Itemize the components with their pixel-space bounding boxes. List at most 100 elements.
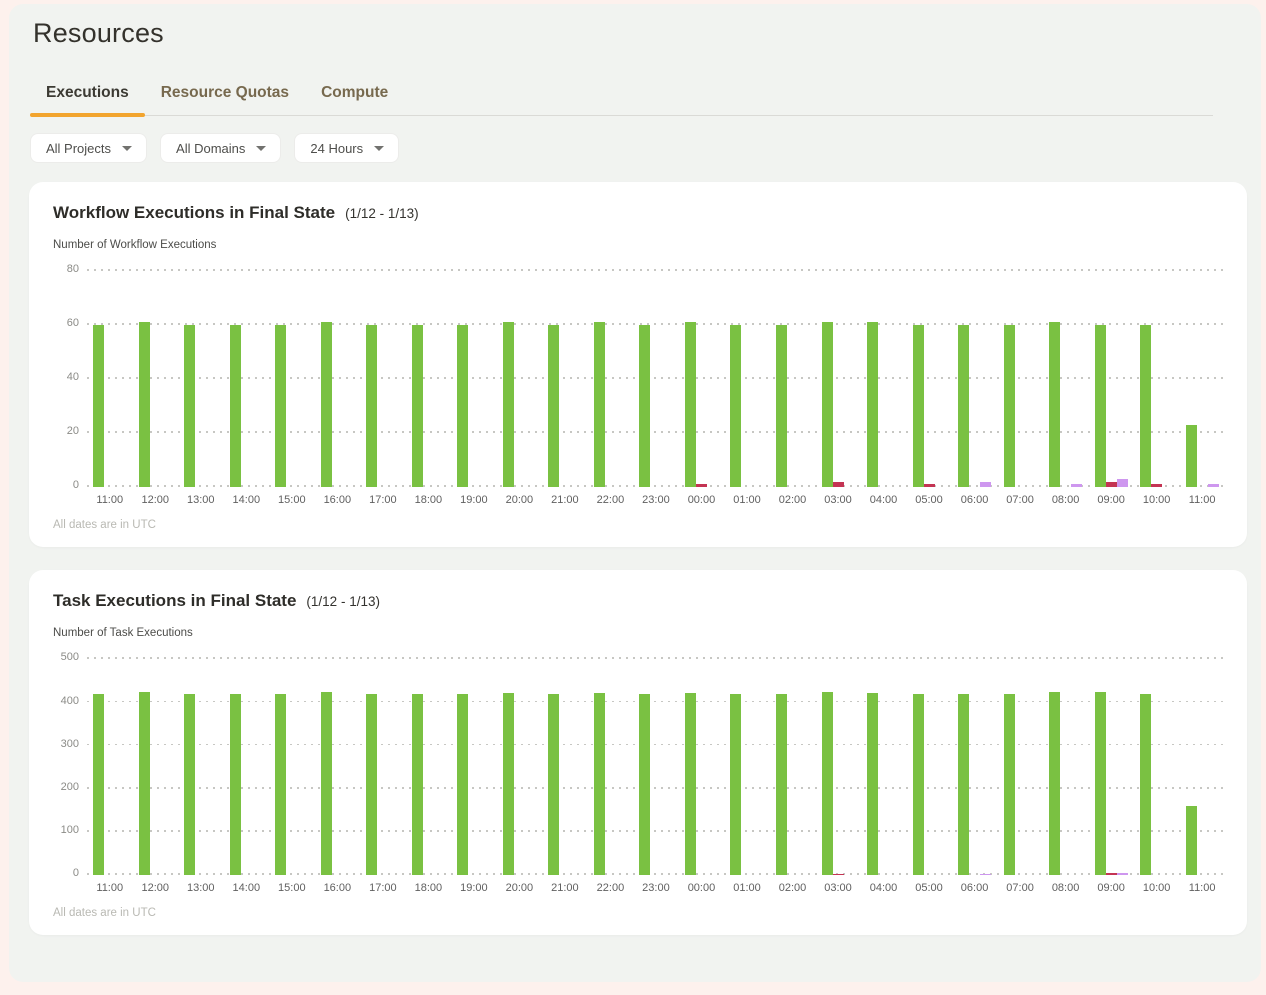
x-axis-tick-label: 04:00 — [869, 494, 898, 506]
bar-succeeded[interactable] — [1003, 694, 1015, 875]
x-axis-tick-label: 07:00 — [1006, 494, 1034, 506]
bar-succeeded[interactable] — [366, 694, 378, 875]
bar-group — [770, 659, 816, 875]
x-axis-tick-label: 19:00 — [460, 494, 488, 506]
bar-succeeded[interactable] — [912, 693, 924, 875]
bar-succeeded[interactable] — [457, 325, 469, 487]
bar-group — [724, 271, 770, 487]
tab-resource-quotas[interactable]: Resource Quotas — [145, 75, 305, 115]
bar-aborted[interactable] — [1071, 484, 1083, 487]
gridline: 0 — [73, 479, 1225, 491]
series-band-succeeded — [93, 694, 105, 875]
bar-succeeded[interactable] — [1094, 692, 1106, 875]
bar-failed[interactable] — [1105, 481, 1117, 487]
bar-succeeded[interactable] — [320, 691, 332, 875]
domains-filter-label: All Domains — [176, 140, 246, 156]
bar-succeeded[interactable] — [684, 693, 696, 875]
bar-succeeded[interactable] — [366, 325, 378, 487]
bar-succeeded[interactable] — [138, 691, 150, 875]
bar-aborted[interactable] — [1116, 478, 1128, 487]
projects-filter-dropdown[interactable]: All Projects — [30, 133, 148, 163]
series-band-failed — [832, 873, 844, 875]
x-axis-tick-label: 22:00 — [596, 882, 625, 894]
bar-succeeded[interactable] — [639, 325, 651, 487]
y-axis-tick-label: 60 — [66, 317, 79, 330]
bar-succeeded[interactable] — [730, 325, 742, 487]
bar-failed[interactable] — [832, 481, 844, 487]
bar-succeeded[interactable] — [821, 322, 833, 487]
bar-succeeded[interactable] — [229, 325, 241, 487]
bar-succeeded[interactable] — [1094, 325, 1106, 487]
x-axis-tick-label: 10:00 — [1142, 494, 1171, 506]
bar-succeeded[interactable] — [411, 694, 423, 875]
bar-succeeded[interactable] — [958, 325, 970, 487]
bar-succeeded[interactable] — [1049, 692, 1061, 875]
bar-group — [269, 659, 315, 875]
bar-succeeded[interactable] — [138, 322, 150, 487]
bar-succeeded[interactable] — [275, 694, 287, 875]
bar-succeeded[interactable] — [184, 325, 196, 487]
bar-succeeded[interactable] — [1049, 322, 1061, 487]
bar-succeeded[interactable] — [502, 693, 514, 875]
series-band-succeeded — [457, 325, 469, 487]
bar-succeeded[interactable] — [548, 694, 560, 875]
time-range-filter-dropdown[interactable]: 24 Hours — [294, 133, 400, 163]
bar-succeeded[interactable] — [184, 694, 196, 875]
bar-aborted[interactable] — [980, 481, 992, 487]
bar-succeeded[interactable] — [684, 322, 696, 487]
bar-failed[interactable] — [832, 873, 844, 875]
series-band-aborted — [1207, 484, 1219, 487]
bar-succeeded[interactable] — [411, 325, 423, 487]
bar-succeeded[interactable] — [867, 692, 879, 875]
bar-succeeded[interactable] — [775, 325, 787, 487]
bar-succeeded[interactable] — [93, 325, 105, 487]
bar-succeeded[interactable] — [639, 694, 651, 875]
bar-succeeded[interactable] — [1140, 693, 1152, 875]
bar-succeeded[interactable] — [775, 694, 787, 875]
bar-group — [1088, 271, 1134, 487]
bar-group — [997, 659, 1043, 875]
bar-failed[interactable] — [1151, 484, 1163, 487]
bar-failed[interactable] — [923, 484, 935, 487]
tab-executions[interactable]: Executions — [30, 75, 145, 117]
bar-succeeded[interactable] — [1140, 325, 1152, 487]
tab-compute[interactable]: Compute — [305, 75, 404, 115]
series-band-failed — [1151, 484, 1163, 487]
projects-filter-label: All Projects — [46, 140, 112, 156]
bar-succeeded[interactable] — [1185, 805, 1197, 875]
bar-succeeded[interactable] — [867, 322, 879, 487]
bar-succeeded[interactable] — [229, 693, 241, 875]
bar-succeeded[interactable] — [548, 325, 560, 487]
series-band-succeeded — [229, 325, 241, 487]
bar-succeeded[interactable] — [502, 322, 514, 487]
bar-succeeded[interactable] — [912, 325, 924, 487]
bar-group — [952, 659, 998, 875]
bar-succeeded[interactable] — [457, 694, 469, 875]
x-axis-tick-label: 11:00 — [96, 882, 124, 894]
bar-aborted[interactable] — [980, 873, 992, 875]
bar-failed[interactable] — [1105, 873, 1117, 875]
bar-succeeded[interactable] — [958, 693, 970, 875]
bar-succeeded[interactable] — [93, 694, 105, 875]
series-band-succeeded — [730, 325, 742, 487]
x-axis-tick-label: 05:00 — [915, 494, 943, 506]
bar-aborted[interactable] — [1207, 484, 1219, 487]
bar-succeeded[interactable] — [593, 322, 605, 487]
bar-succeeded[interactable] — [593, 693, 605, 875]
domains-filter-dropdown[interactable]: All Domains — [160, 133, 282, 163]
series-band-failed — [923, 484, 935, 487]
bar-succeeded[interactable] — [1185, 424, 1197, 487]
bar-succeeded[interactable] — [320, 322, 332, 487]
bar-succeeded[interactable] — [275, 325, 287, 487]
bar-succeeded[interactable] — [730, 694, 742, 875]
series-band-succeeded — [229, 693, 241, 875]
series-band-failed — [832, 481, 844, 487]
bar-succeeded[interactable] — [821, 692, 833, 875]
bar-group — [1134, 659, 1180, 875]
bar-succeeded[interactable] — [1003, 325, 1015, 487]
bar-aborted[interactable] — [1116, 872, 1128, 875]
series-band-succeeded — [1003, 694, 1015, 875]
series-band-succeeded — [502, 322, 514, 487]
bar-failed[interactable] — [695, 484, 707, 487]
x-axis-tick-label: 00:00 — [687, 882, 716, 894]
